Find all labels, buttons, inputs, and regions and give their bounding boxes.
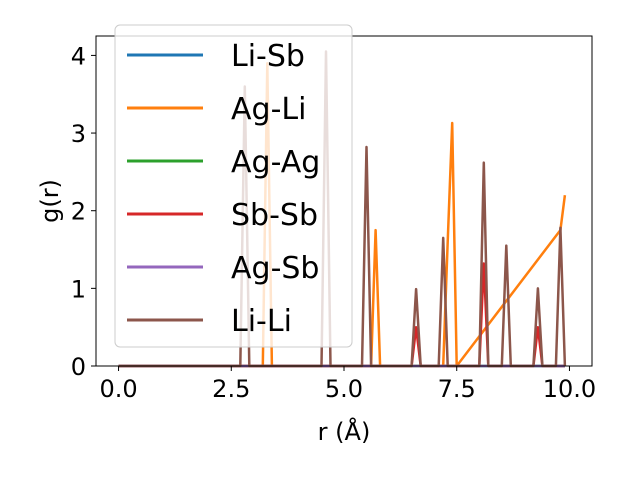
y-axis-label: g(r) xyxy=(36,179,64,223)
legend-label: Li-Sb xyxy=(231,39,305,74)
x-tick-label: 5.0 xyxy=(325,375,363,403)
x-axis-ticks: 0.0 2.5 5.0 7.5 10.0 xyxy=(99,366,596,403)
y-tick-label: 0 xyxy=(71,353,86,381)
legend-entry-ag-sb: Ag-Sb xyxy=(127,251,319,286)
y-axis-ticks: 0 1 2 3 4 xyxy=(71,42,96,381)
legend-label: Ag-Ag xyxy=(231,145,320,180)
x-tick-label: 0.0 xyxy=(99,375,137,403)
y-tick-label: 4 xyxy=(71,42,86,70)
legend: Li-Sb Ag-Li Ag-Ag Sb-Sb Ag-Sb Li-Li xyxy=(114,24,353,348)
legend-entry-li-sb: Li-Sb xyxy=(127,39,305,74)
legend-entry-ag-ag: Ag-Ag xyxy=(127,145,320,180)
legend-label: Sb-Sb xyxy=(231,198,318,233)
x-tick-label: 7.5 xyxy=(438,375,476,403)
y-tick-label: 1 xyxy=(71,275,86,303)
legend-entry-sb-sb: Sb-Sb xyxy=(127,198,318,233)
x-tick-label: 2.5 xyxy=(212,375,250,403)
legend-label: Ag-Li xyxy=(231,92,306,127)
legend-label: Ag-Sb xyxy=(231,251,319,286)
x-axis-label: r (Å) xyxy=(318,417,371,446)
y-tick-label: 3 xyxy=(71,120,86,148)
series-line-sb-sb xyxy=(118,262,565,368)
y-tick-label: 2 xyxy=(71,198,86,226)
legend-entry-li-li: Li-Li xyxy=(127,304,292,339)
legend-label: Li-Li xyxy=(231,304,292,339)
legend-entry-ag-li: Ag-Li xyxy=(127,92,306,127)
x-tick-label: 10.0 xyxy=(543,375,596,403)
